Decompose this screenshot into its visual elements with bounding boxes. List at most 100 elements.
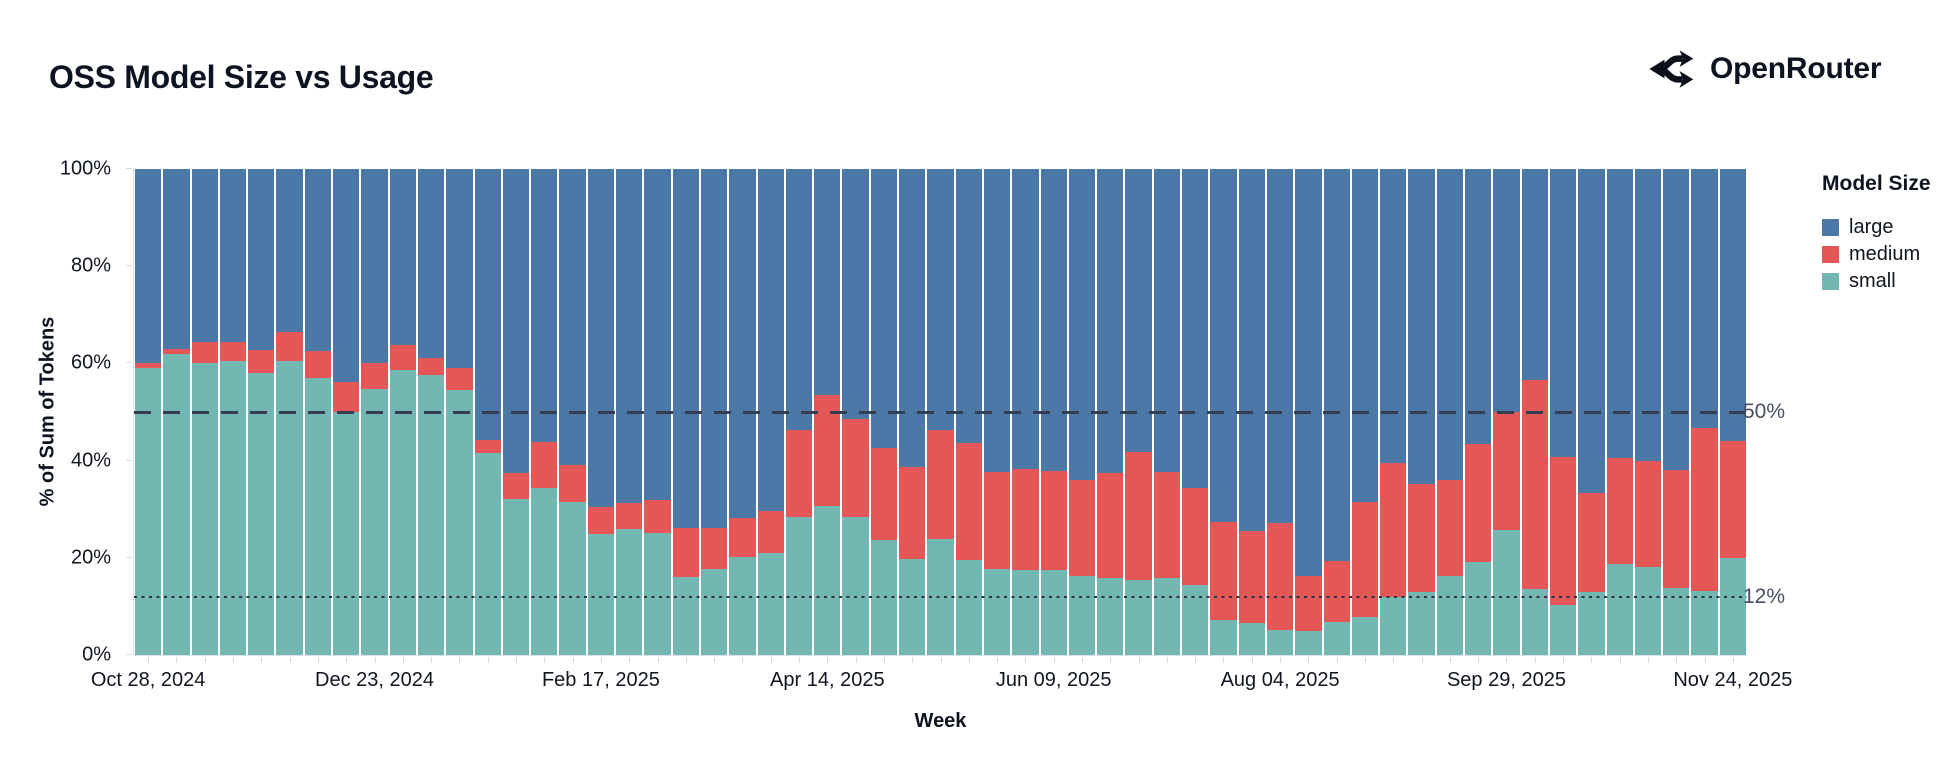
bar-segment-medium xyxy=(1521,379,1548,589)
x-axis-domain-line xyxy=(134,655,1747,656)
bar-segment-large xyxy=(502,169,530,473)
bar-week-Jan 27, 2025[interactable] xyxy=(501,169,531,655)
bar-week-Aug 04, 2025[interactable] xyxy=(1265,169,1295,655)
bar-segment-large xyxy=(1606,169,1633,458)
bar-segment-large xyxy=(1068,169,1096,480)
bar-segment-medium xyxy=(785,429,813,517)
legend-item-medium: medium xyxy=(1822,241,1931,268)
bar-segment-small xyxy=(983,568,1011,655)
bar-week-Feb 10, 2025[interactable] xyxy=(558,169,587,655)
bar-week-May 12, 2025[interactable] xyxy=(926,169,955,655)
bar-week-Nov 10, 2025[interactable] xyxy=(1662,169,1691,655)
x-tick-label-Jun 09, 2025: Jun 09, 2025 xyxy=(995,669,1112,691)
bar-week-Apr 21, 2025[interactable] xyxy=(841,169,870,655)
x-tick-mark xyxy=(317,657,319,663)
bar-segment-medium xyxy=(1663,469,1690,589)
bar-week-Aug 11, 2025[interactable] xyxy=(1294,169,1323,655)
page-title: OSS Model Size vs Usage xyxy=(49,59,434,96)
bar-week-Nov 18, 2024[interactable] xyxy=(218,169,248,655)
bar-week-Jan 13, 2025[interactable] xyxy=(445,169,474,655)
bar-week-Feb 17, 2025[interactable] xyxy=(586,169,616,655)
bar-segment-medium xyxy=(361,363,388,390)
x-tick-mark xyxy=(1110,657,1112,663)
bar-segment-small xyxy=(1125,580,1152,655)
bar-week-Jul 07, 2025[interactable] xyxy=(1152,169,1182,655)
bar-segment-medium xyxy=(276,331,303,361)
bar-segment-large xyxy=(757,169,784,512)
bar-segment-small xyxy=(333,412,360,655)
x-tick-mark xyxy=(572,657,574,663)
x-tick-mark xyxy=(544,657,546,663)
legend: Model Size large medium small xyxy=(1822,172,1931,295)
bar-segment-large xyxy=(1408,169,1435,485)
bar-segment-medium xyxy=(446,368,473,391)
bar-week-Mar 03, 2025[interactable] xyxy=(643,169,672,655)
bar-week-May 26, 2025[interactable] xyxy=(982,169,1012,655)
x-tick-mark xyxy=(516,657,518,663)
bar-segment-small xyxy=(1351,617,1379,655)
bar-segment-large xyxy=(1097,169,1124,474)
bar-segment-large xyxy=(700,169,728,529)
bar-segment-large xyxy=(389,169,416,345)
legend-swatch-medium xyxy=(1822,246,1839,263)
bar-segment-large xyxy=(1040,169,1067,471)
x-tick-mark xyxy=(1364,657,1366,663)
bar-segment-small xyxy=(1465,561,1492,655)
legend-label-large: large xyxy=(1849,216,1894,238)
x-tick-mark xyxy=(1195,657,1197,663)
bar-segment-medium xyxy=(1634,461,1662,567)
bar-segment-large xyxy=(1493,169,1520,412)
x-tick-mark xyxy=(1421,657,1423,663)
y-tick-label-20%: 20% xyxy=(70,546,111,569)
bar-week-Jul 21, 2025[interactable] xyxy=(1209,169,1238,655)
bar-segment-medium xyxy=(559,465,586,503)
bar-week-Jan 06, 2025[interactable] xyxy=(416,169,446,655)
bar-week-Nov 25, 2024[interactable] xyxy=(247,169,276,655)
bar-segment-medium xyxy=(616,503,643,530)
x-tick-label-Feb 17, 2025: Feb 17, 2025 xyxy=(541,669,660,691)
bar-segment-medium xyxy=(899,467,926,559)
x-tick-mark xyxy=(1280,657,1282,663)
bar-segment-medium xyxy=(304,350,332,378)
bar-segment-medium xyxy=(1097,473,1124,578)
bar-week-Jun 23, 2025[interactable] xyxy=(1096,169,1125,655)
bar-segment-medium xyxy=(587,507,615,534)
x-tick-mark xyxy=(657,657,659,663)
bar-segment-small xyxy=(1634,566,1662,655)
bar-segment-large xyxy=(955,169,982,444)
legend-items: large medium small xyxy=(1822,214,1931,295)
x-tick-mark xyxy=(289,657,291,663)
x-axis: Oct 28, 2024 Dec 23, 2024 Feb 17, 2025 Apr … xyxy=(91,655,1792,715)
x-tick-mark xyxy=(1619,657,1621,663)
bar-week-Feb 24, 2025[interactable] xyxy=(615,169,644,655)
x-tick-mark xyxy=(685,657,687,663)
bar-segment-medium xyxy=(1068,479,1096,576)
bar-segment-large xyxy=(785,169,813,430)
bar-segment-small xyxy=(672,577,699,655)
bar-segment-large xyxy=(1266,169,1294,523)
brand: OpenRouter xyxy=(1645,46,1882,92)
bar-segment-medium xyxy=(1719,440,1746,558)
bar-week-Aug 25, 2025[interactable] xyxy=(1350,169,1380,655)
x-tick-mark xyxy=(1563,657,1565,663)
bar-segment-large xyxy=(1182,169,1209,489)
y-tick-label-60%: 60% xyxy=(70,351,111,374)
y-tick-label-100%: 100% xyxy=(59,157,111,180)
bar-week-Feb 03, 2025[interactable] xyxy=(530,169,559,655)
bar-segment-large xyxy=(1691,169,1718,428)
bar-segment-small xyxy=(842,517,869,655)
x-tick-label-Dec 23, 2024: Dec 23, 2024 xyxy=(315,669,435,691)
x-tick-mark xyxy=(487,657,489,663)
x-tick-label-Oct 28, 2024: Oct 28, 2024 xyxy=(90,669,206,691)
x-tick-mark xyxy=(855,657,857,663)
x-tick-mark xyxy=(742,657,744,663)
bar-week-Sep 01, 2025[interactable] xyxy=(1379,169,1408,655)
y-tick-mark xyxy=(126,265,132,267)
bar-week-Jun 09, 2025[interactable] xyxy=(1039,169,1068,655)
reference-line-stroke xyxy=(134,411,1747,414)
bar-segment-large xyxy=(1323,169,1350,561)
bar-segment-medium xyxy=(842,419,869,518)
x-tick-mark xyxy=(1449,657,1451,663)
y-axis: 0% 20% 40% 60% 80% 100% xyxy=(0,158,133,666)
